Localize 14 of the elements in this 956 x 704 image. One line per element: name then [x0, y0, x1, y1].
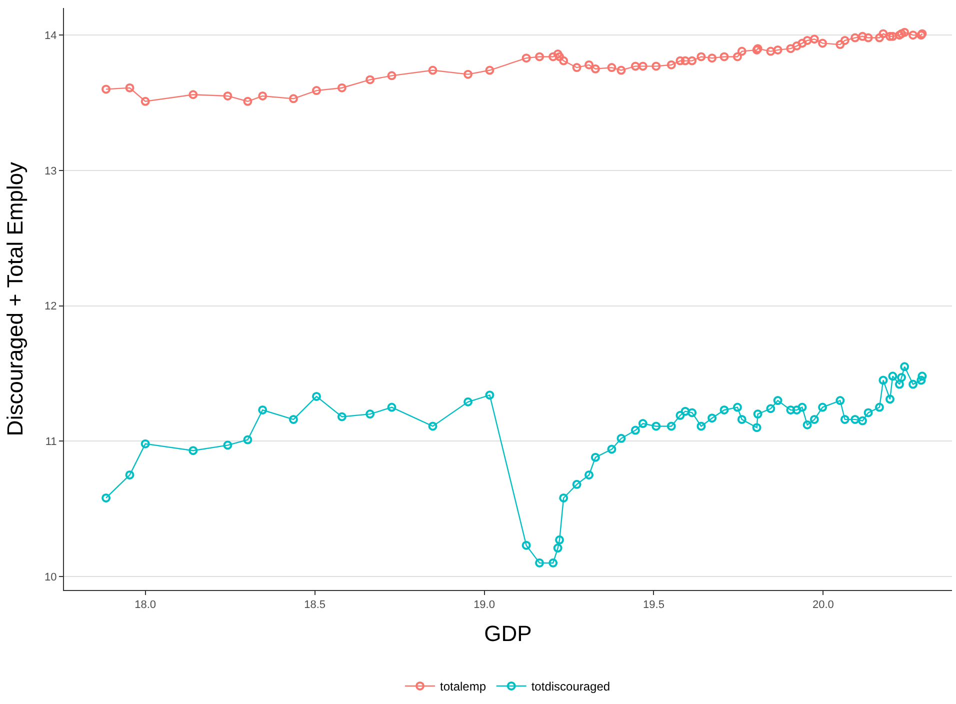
y-axis-title: Discouraged + Total Employ: [2, 162, 28, 436]
x-axis-title: GDP: [484, 621, 532, 646]
y-tick-label: 13: [44, 165, 57, 178]
legend-label: totdiscouraged: [531, 680, 610, 694]
legend-label: totalemp: [440, 680, 486, 694]
x-tick-label: 18.0: [134, 599, 156, 612]
y-tick-label: 14: [44, 30, 57, 42]
x-tick-label: 19.0: [474, 599, 495, 612]
y-tick-label: 11: [45, 436, 57, 448]
x-tick-label: 19.5: [643, 599, 664, 612]
y-tick-label: 12: [44, 300, 57, 313]
x-tick-label: 20.0: [812, 599, 834, 612]
x-tick-label: 18.5: [304, 599, 326, 612]
y-tick-label: 10: [44, 571, 57, 584]
